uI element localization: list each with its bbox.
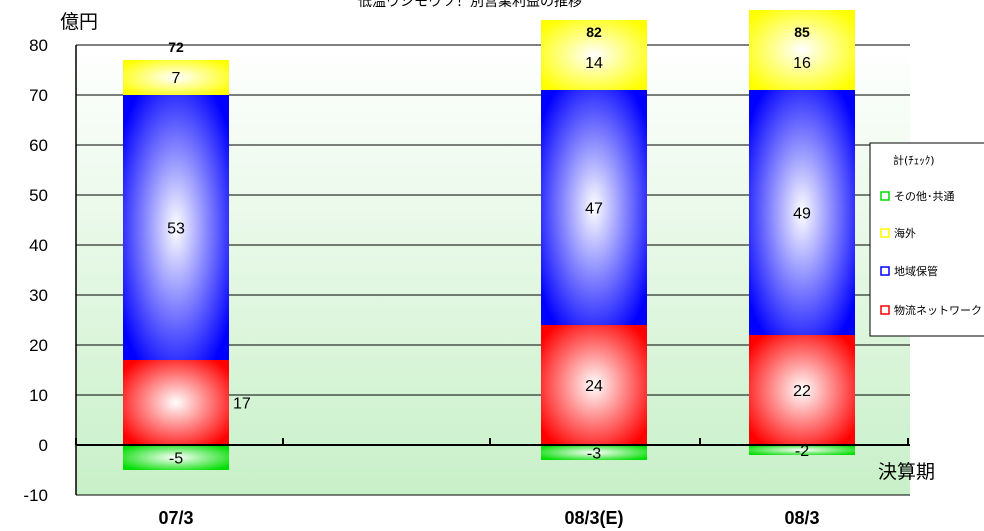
legend-entry: 地域保管 [894,264,938,278]
y-tick-label: 70 [29,86,48,105]
y-tick-label: 20 [29,336,48,355]
legend-swatch [880,228,890,238]
y-tick-label: 80 [29,36,48,55]
bar-segment [541,20,647,90]
chart-title: 低温ウシモウソ！別営業利益の推移 [358,0,582,10]
bar-segment [749,10,855,90]
legend-entry: 海外 [894,226,916,240]
y-tick-label: 30 [29,286,48,305]
x-category-label: 08/3(E) [564,508,623,528]
data-label: 17 [233,396,251,413]
y-axis-ticks: -10 0 10 20 30 40 50 60 70 80 [23,36,48,505]
y-tick-label: 0 [39,436,48,455]
bar-segment [123,95,229,360]
category-labels: 07/3 08/3(E) 08/3 [158,508,819,528]
y-tick-label: -10 [23,486,48,505]
x-category-label: 08/3 [784,508,819,528]
total-label: 72 [168,39,184,55]
bar-segment [749,90,855,335]
data-label: -5 [169,451,183,468]
data-label: 47 [585,201,603,218]
bar-segment [123,360,229,445]
y-axis-unit-label: 億円 [60,11,98,33]
total-label: 82 [586,24,602,40]
data-label: 16 [793,55,811,72]
y-tick-label: 50 [29,186,48,205]
bar-segment [749,445,855,455]
data-label: -3 [587,446,601,463]
bar-segment [123,445,229,470]
data-label: 14 [585,55,603,72]
x-category-label: 07/3 [158,508,193,528]
bar-segment [541,325,647,445]
y-tick-label: 40 [29,236,48,255]
bar-segment [123,60,229,95]
legend-entry: 物流ネットワーク [894,303,982,317]
legend-swatch [880,266,890,276]
legend-swatch [880,191,890,201]
x-axis-label: 決算期 [878,461,935,483]
y-tick-label: 10 [29,386,48,405]
legend-box [869,142,984,337]
total-label: 85 [794,24,810,40]
data-label: 24 [585,378,603,395]
bar-segment [749,335,855,445]
bar-segment [541,445,647,460]
axes [75,45,910,496]
data-label: -2 [795,443,809,460]
y-tick-label: 60 [29,136,48,155]
data-label: 22 [793,383,811,400]
legend-swatch [880,305,890,315]
data-label: 7 [172,70,181,87]
bar-stacks: 17 53 7 -5 72 24 47 14 -3 82 22 49 16 -2 85 [123,10,855,470]
legend-entry: その他･共通 [894,190,955,203]
legend-header: 計(ﾁｪｯｸ) [893,153,935,167]
bar-segment [541,90,647,325]
data-label: 49 [793,206,811,223]
data-label: 53 [167,221,185,238]
